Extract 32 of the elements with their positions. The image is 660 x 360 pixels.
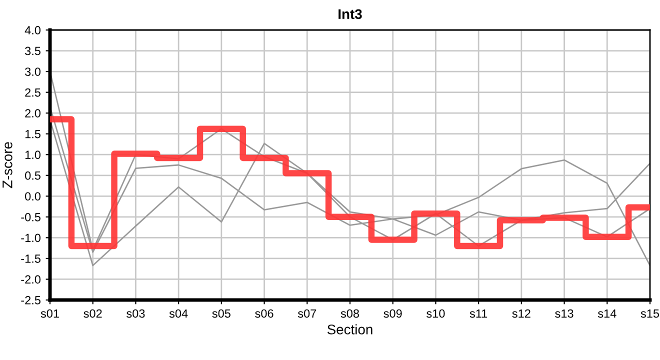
x-tick-label: s15 [640, 309, 660, 318]
x-tick-label: s12 [512, 309, 530, 318]
y-tick-label: 0.0 [25, 192, 41, 201]
y-tick-label: 1.5 [25, 130, 40, 138]
y-tick-label: -1.5 [21, 254, 40, 263]
y-tick-label: -0.5 [21, 212, 40, 222]
x-tick-label: s14 [598, 309, 616, 318]
x-tick-label: s06 [255, 309, 274, 318]
y-tick-label: 2.0 [25, 109, 41, 118]
y-tick-label: 0.5 [25, 171, 40, 180]
chart-title: Int3 [338, 9, 362, 20]
x-tick-label: s05 [212, 309, 230, 318]
y-tick-label: -1.0 [21, 234, 41, 242]
x-tick-label: s01 [40, 309, 59, 318]
y-tick-label: 3.0 [25, 68, 41, 76]
x-tick-label: s11 [470, 309, 488, 318]
y-tick-label: -2.5 [21, 296, 40, 304]
x-tick-label: s04 [169, 309, 188, 318]
y-axis-title: Z-score [2, 142, 12, 188]
x-axis-title: Section [327, 324, 372, 334]
x-tick-label: s07 [298, 309, 316, 318]
x-tick-label: s09 [384, 309, 402, 318]
x-tick-label: s03 [126, 309, 145, 318]
x-tick-label: s02 [84, 309, 102, 318]
x-tick-label: s10 [426, 309, 445, 318]
y-tick-label: 2.5 [25, 88, 40, 97]
y-tick-label: -2.0 [21, 275, 41, 284]
x-tick-label: s08 [340, 309, 360, 318]
y-tick-label: 3.5 [25, 46, 40, 56]
x-tick-label: s13 [555, 309, 574, 318]
y-tick-label: 1.0 [25, 150, 41, 160]
y-tick-label: 4.0 [24, 26, 41, 34]
